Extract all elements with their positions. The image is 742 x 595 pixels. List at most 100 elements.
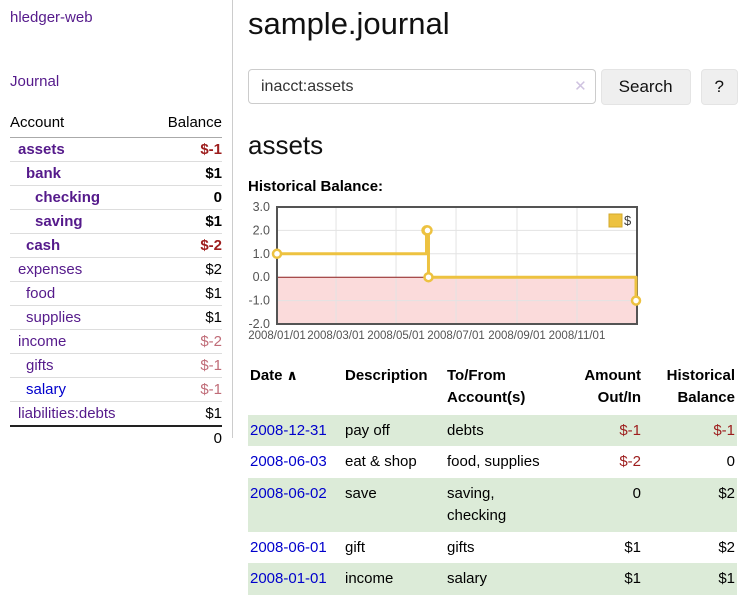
accounts-total-value: 0: [150, 426, 222, 450]
account-link[interactable]: assets: [10, 141, 65, 158]
transaction-description: pay off: [343, 415, 445, 447]
clear-search-icon[interactable]: ✕: [574, 77, 587, 95]
account-balance: $-1: [150, 138, 222, 162]
account-balance: $2: [150, 258, 222, 282]
account-row: supplies $1: [10, 306, 222, 330]
sidebar: hledger-web Journal Account Balance asse…: [0, 0, 233, 438]
chart-y-tick-label: 3.0: [253, 202, 270, 214]
transaction-balance: $2: [643, 478, 737, 532]
transaction-accounts: debts: [445, 415, 573, 447]
account-row: cash $-2: [10, 234, 222, 258]
search-bar: ✕ Search ?: [248, 69, 738, 105]
transaction-date-link[interactable]: 2008-06-02: [250, 485, 327, 502]
account-title: assets: [248, 130, 738, 161]
page-title: sample.journal: [248, 6, 738, 42]
account-link[interactable]: saving: [10, 213, 83, 230]
register-header-description: Description: [343, 361, 445, 415]
account-link[interactable]: supplies: [10, 309, 81, 326]
register-header-date[interactable]: Date∧: [248, 361, 343, 415]
transaction-description: save: [343, 478, 445, 532]
account-row: liabilities:debts $1: [10, 402, 222, 427]
account-balance: $1: [150, 306, 222, 330]
account-balance: $1: [150, 162, 222, 186]
search-input[interactable]: [248, 69, 596, 104]
account-row: salary$-1: [10, 378, 222, 402]
account-row: assets $-1: [10, 138, 222, 162]
account-link[interactable]: gifts: [10, 357, 54, 374]
account-balance: $-2: [150, 330, 222, 354]
transaction-date-link[interactable]: 2008-01-01: [250, 570, 327, 587]
chart-y-tick-label: -1.0: [248, 294, 270, 308]
account-link[interactable]: expenses: [10, 261, 82, 278]
chart-x-tick-label: 2008/07/01: [427, 330, 485, 342]
account-link[interactable]: bank: [10, 165, 61, 182]
account-balance: $-1: [150, 354, 222, 378]
transaction-amount: $-1: [573, 415, 643, 447]
transaction-amount: $1: [573, 563, 643, 595]
transaction-accounts: salary: [445, 563, 573, 595]
chart-legend-label: $: [624, 213, 632, 228]
account-balance: $-2: [150, 234, 222, 258]
transaction-amount: $1: [573, 532, 643, 564]
chart-y-tick-label: 0.0: [253, 270, 270, 284]
chart-data-point: [273, 250, 281, 258]
search-box: ✕: [248, 69, 596, 105]
account-link[interactable]: food: [10, 285, 55, 302]
sort-ascending-icon: ∧: [287, 367, 298, 383]
transaction-description: eat & shop: [343, 446, 445, 478]
chart-x-tick-label: 2008/09/01: [488, 330, 546, 342]
account-row: gifts $-1: [10, 354, 222, 378]
account-link[interactable]: checking: [10, 189, 100, 206]
search-button[interactable]: Search: [601, 69, 691, 105]
register-header-accounts: To/From Account(s): [445, 361, 573, 415]
account-link[interactable]: salary: [10, 381, 66, 398]
account-row: expenses $2: [10, 258, 222, 282]
chart-x-tick-label: 2008/03/01: [307, 330, 365, 342]
register-header-row: Date∧ Description To/From Account(s) Amo…: [248, 361, 737, 415]
transaction-balance: 0: [643, 446, 737, 478]
help-button[interactable]: ?: [701, 69, 738, 105]
accounts-header-account: Account: [10, 111, 150, 138]
chart-title: Historical Balance:: [248, 178, 738, 195]
transaction-balance: $1: [643, 563, 737, 595]
chart-x-tick-label: 2008/11/01: [549, 330, 606, 342]
chart-data-point: [423, 226, 431, 234]
account-row: bank $1: [10, 162, 222, 186]
transaction-date-link[interactable]: 2008-06-01: [250, 539, 327, 556]
account-balance: 0: [150, 186, 222, 210]
register-header-balance: Historical Balance: [643, 361, 737, 415]
transaction-description: income: [343, 563, 445, 595]
accounts-header-row: Account Balance: [10, 111, 222, 138]
chart-x-tick-label: 2008/05/01: [367, 330, 425, 342]
sidebar-item-journal[interactable]: Journal: [10, 73, 222, 90]
register-table: Date∧ Description To/From Account(s) Amo…: [248, 361, 737, 595]
transaction-date-link[interactable]: 2008-12-31: [250, 422, 327, 439]
account-link[interactable]: liabilities:debts: [10, 405, 116, 422]
chart-y-tick-label: -2.0: [248, 317, 270, 331]
transaction-date-link[interactable]: 2008-06-03: [250, 453, 327, 470]
chart-data-point: [424, 273, 432, 281]
transaction-balance: $-1: [643, 415, 737, 447]
account-row: saving $1: [10, 210, 222, 234]
brand-link[interactable]: hledger-web: [10, 9, 222, 26]
account-balance: $1: [150, 210, 222, 234]
main-content: sample.journal ✕ Search ? assets Histori…: [248, 0, 738, 595]
account-link[interactable]: cash: [10, 237, 60, 254]
chart-x-tick-label: 2008/01/01: [248, 330, 306, 342]
accounts-total-row: 0: [10, 426, 222, 450]
account-link[interactable]: income: [10, 333, 66, 350]
account-balance: $1: [150, 402, 222, 427]
account-balance: $1: [150, 282, 222, 306]
chart-y-tick-label: 1.0: [253, 247, 270, 261]
transaction-amount: $-2: [573, 446, 643, 478]
transaction-balance: $2: [643, 532, 737, 564]
accounts-header-balance: Balance: [150, 111, 222, 138]
